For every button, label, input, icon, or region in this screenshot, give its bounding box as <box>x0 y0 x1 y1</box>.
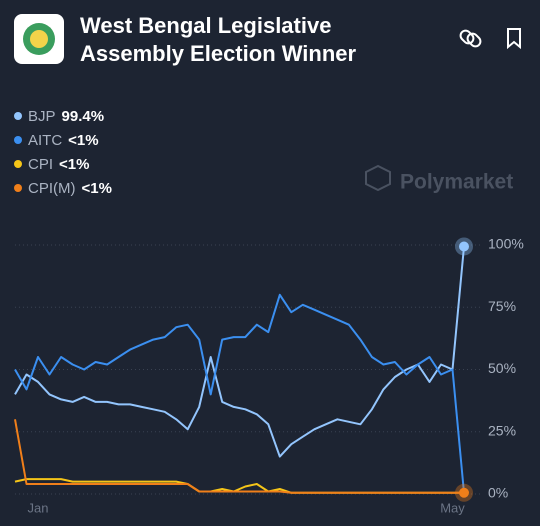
watermark-logo <box>365 164 391 192</box>
y-tick-label: 25% <box>488 422 516 438</box>
legend-dot <box>14 184 22 192</box>
legend-item: CPI(M) <1% <box>14 176 112 200</box>
series-line <box>14 293 465 493</box>
legend: BJP 99.4% AITC <1% CPI <1% CPI(M) <1% <box>14 104 112 200</box>
watermark: Polymarket <box>400 171 513 194</box>
y-tick-label: 50% <box>488 360 516 376</box>
x-tick-label: Jan <box>28 500 49 515</box>
legend-value: 99.4% <box>61 107 105 125</box>
legend-name: AITC <box>28 131 63 149</box>
legend-value: <1% <box>81 179 112 197</box>
y-tick-label: 75% <box>488 298 516 314</box>
end-marker <box>459 487 469 498</box>
legend-value: <1% <box>59 155 90 173</box>
end-marker <box>459 241 469 252</box>
emblem-center <box>30 30 48 48</box>
title: West Bengal Legislative Assembly Electio… <box>80 13 357 66</box>
bookmark-icon[interactable] <box>507 28 521 50</box>
series-line <box>14 246 465 458</box>
legend-name: CPI <box>28 155 54 173</box>
x-tick-label: May <box>440 500 465 515</box>
y-tick-label: 100% <box>488 236 524 252</box>
legend-dot <box>14 136 22 144</box>
legend-item: BJP 99.4% <box>14 104 112 128</box>
y-tick-label: 0% <box>488 485 508 501</box>
legend-value: <1% <box>68 131 99 149</box>
legend-name: CPI(M) <box>28 179 76 197</box>
link-icon[interactable] <box>459 29 483 49</box>
legend-item: AITC <1% <box>14 128 112 152</box>
legend-dot <box>14 112 22 120</box>
legend-item: CPI <1% <box>14 152 112 176</box>
series-line <box>14 419 464 494</box>
legend-dot <box>14 160 22 168</box>
legend-name: BJP <box>28 107 56 125</box>
